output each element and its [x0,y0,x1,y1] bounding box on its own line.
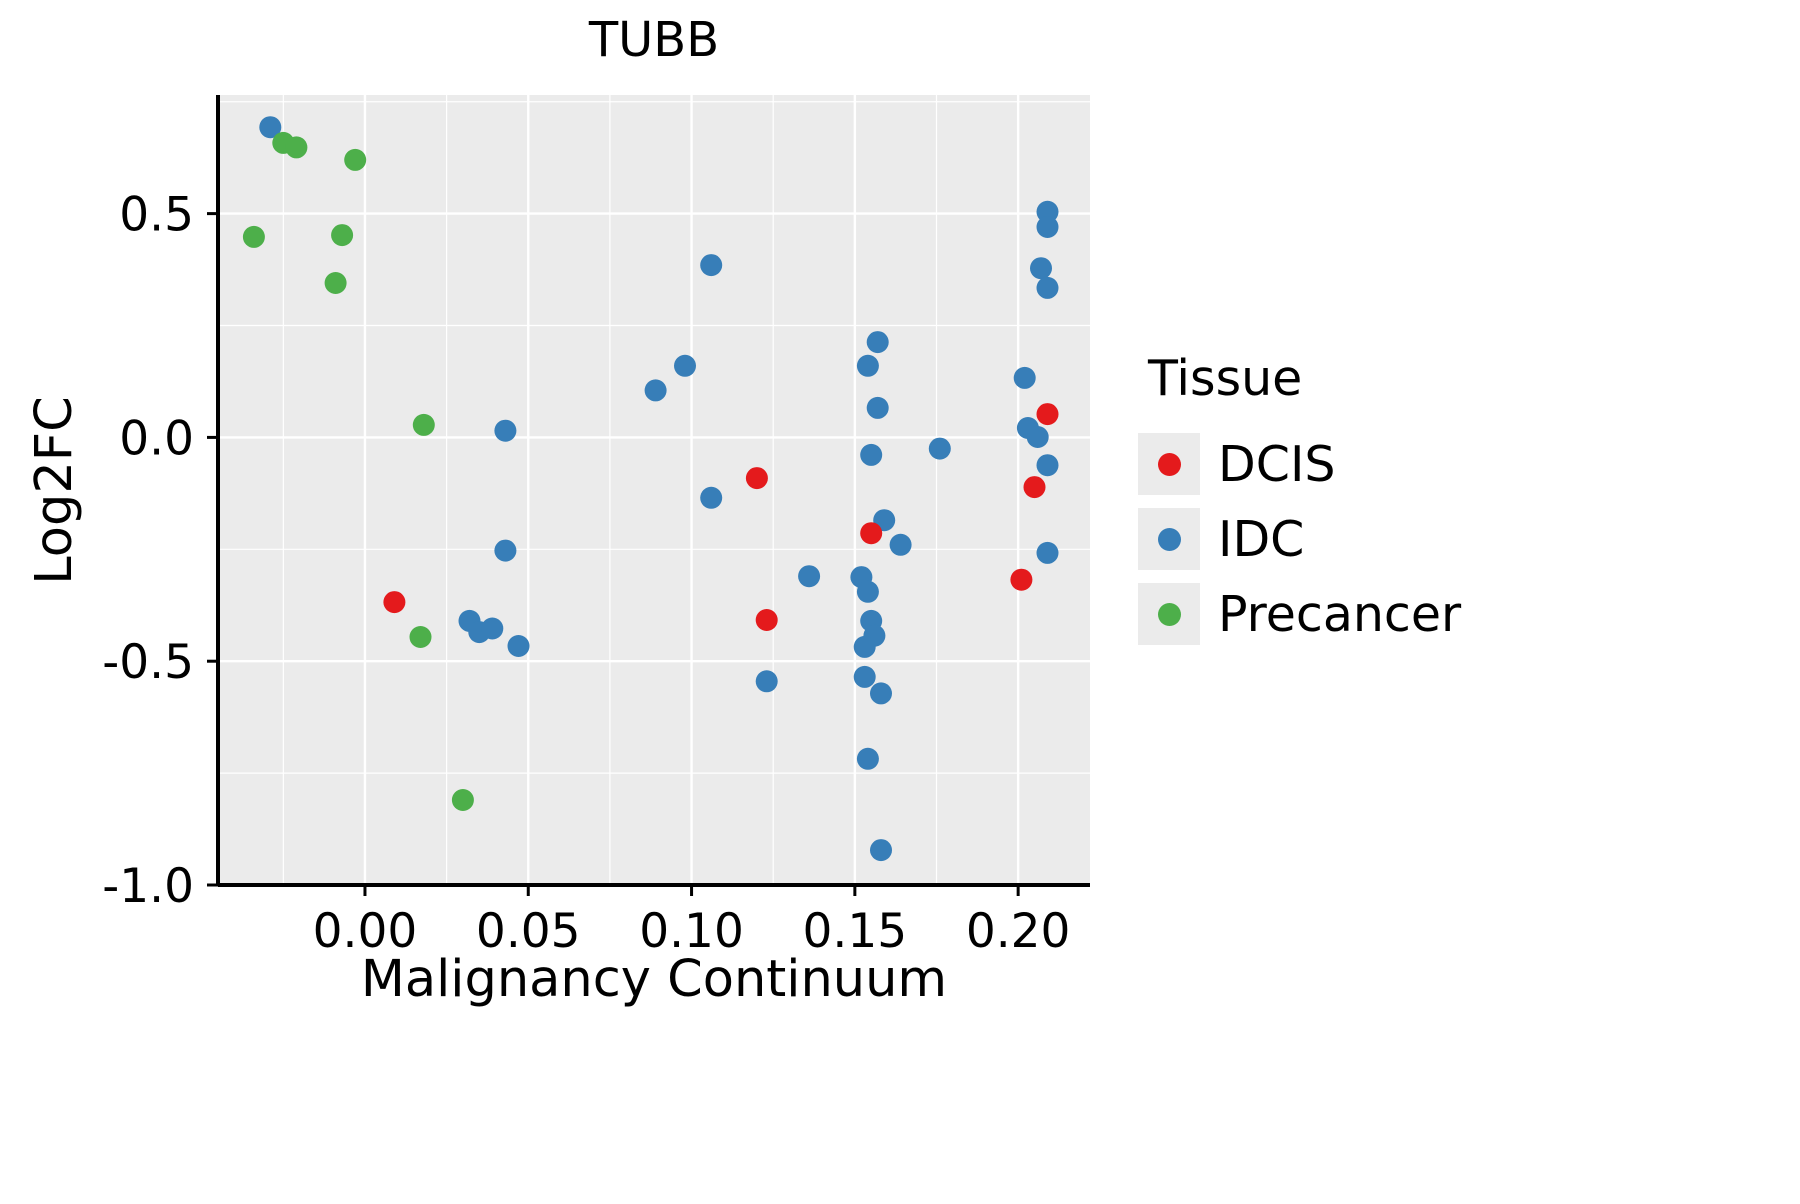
legend-dot-precancer-icon [1157,602,1181,626]
x-tick-label: 0.10 [639,904,744,959]
data-point-idc [856,580,879,603]
data-point-idc [853,635,876,658]
data-point-precancer [285,136,308,159]
data-point-idc [1013,366,1036,389]
data-point-idc [1036,276,1059,299]
y-tick-label: -0.5 [102,635,194,690]
data-point-idc [644,379,667,402]
data-point-idc [870,682,892,705]
data-point-precancer [409,626,432,648]
data-point-dcis [1036,403,1059,426]
data-point-precancer [451,789,474,811]
y-tick-label: -1.0 [102,859,194,914]
x-tick-label: 0.05 [476,904,581,959]
legend-key-idc [1138,508,1200,570]
legend-label-dcis: DCIS [1218,435,1336,493]
data-point-idc [1026,426,1049,448]
legend-dot-idc-icon [1157,527,1181,551]
data-point-precancer [242,225,265,248]
data-point-idc [674,354,696,377]
data-point-idc [494,539,517,562]
legend-title: Tissue [1148,350,1303,407]
data-point-dcis [860,522,883,545]
y-axis-label-wrap: Log2FC [0,95,108,885]
data-point-idc [866,331,889,354]
data-point-idc [494,419,517,442]
data-point-idc [755,670,778,693]
legend-key-precancer [1138,583,1200,645]
data-point-precancer [331,224,354,247]
y-tick-label: 0.5 [119,188,194,243]
legend-entry-dcis: DCIS [1138,433,1461,495]
data-point-dcis [1023,476,1046,499]
data-point-idc [853,665,876,688]
data-point-idc [700,486,723,509]
data-point-idc [856,354,879,377]
data-point-idc [870,839,892,862]
data-point-idc [928,437,951,460]
data-point-idc [259,116,282,139]
x-tick-label: 0.15 [803,904,908,959]
data-point-dcis [1010,568,1033,591]
data-point-idc [866,396,889,419]
legend-label-precancer: Precancer [1218,585,1462,643]
data-point-precancer [324,272,347,294]
data-point-idc [481,617,504,640]
data-point-idc [1036,541,1059,564]
data-point-idc [1036,216,1059,238]
data-point-dcis [745,467,768,490]
plot-panel [218,95,1090,885]
chart-title: TUBB [588,12,720,68]
x-axis-label: Malignancy Continuum [360,950,948,1009]
legend-dot-dcis-icon [1157,452,1181,476]
data-point-idc [798,565,821,588]
data-point-idc [889,533,912,556]
data-point-precancer [412,413,435,436]
legend-entry-precancer: Precancer [1138,583,1461,645]
legend-label-idc: IDC [1218,510,1305,568]
data-point-idc [856,747,879,770]
data-point-dcis [383,591,406,614]
legend-entry-idc: IDC [1138,508,1461,570]
y-tick-label: 0.0 [119,411,194,466]
data-point-idc [1036,454,1059,477]
data-point-idc [1030,257,1052,280]
data-point-idc [507,635,530,657]
y-axis-label: Log2FC [24,395,84,585]
x-tick-label: 0.20 [966,904,1071,959]
data-point-precancer [344,148,367,171]
data-point-idc [1036,200,1059,223]
x-tick-label: 0.00 [313,904,418,959]
data-point-dcis [755,609,778,631]
legend: Tissue DCIS IDC Precancer [1138,350,1461,658]
legend-key-dcis [1138,433,1200,495]
data-point-idc [860,443,883,466]
data-point-idc [700,254,723,277]
